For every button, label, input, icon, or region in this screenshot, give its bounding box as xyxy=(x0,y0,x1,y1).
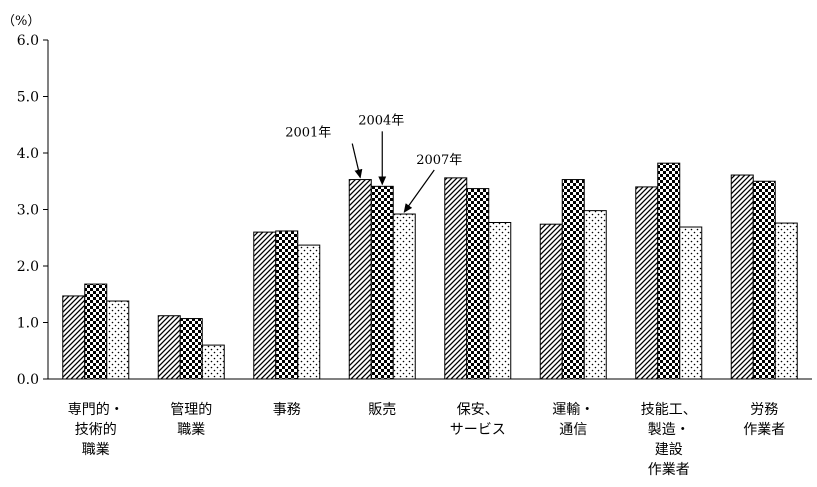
bars-group xyxy=(62,162,798,380)
bar xyxy=(275,230,299,380)
bar xyxy=(62,295,86,380)
category-label-line: 製造・ xyxy=(648,422,690,438)
bar xyxy=(657,162,681,380)
category-label-line: 管理的 xyxy=(170,402,212,418)
category-label-line: 作業者 xyxy=(648,462,690,478)
bar xyxy=(253,231,277,380)
category-label: 技能工、製造・建設作業者 xyxy=(641,402,697,478)
category-label: 専門的・技術的職業 xyxy=(68,402,124,458)
bar xyxy=(561,179,585,380)
bar xyxy=(392,213,416,380)
y-tick-label: 6.0 xyxy=(17,33,39,49)
category-label-line: 労務 xyxy=(750,402,778,418)
bar xyxy=(466,188,490,380)
y-tick-label: 1.0 xyxy=(17,316,39,332)
category-label: 管理的職業 xyxy=(170,402,212,438)
bar xyxy=(201,344,225,380)
category-label-line: 運輸・ xyxy=(552,402,594,418)
annotation-label: 2001年 xyxy=(285,126,331,141)
annotation-label: 2007年 xyxy=(416,153,462,168)
category-label-line: 販売 xyxy=(368,402,396,418)
bar xyxy=(444,177,468,380)
category-label-line: 作業者 xyxy=(743,422,785,438)
category-label-line: 職業 xyxy=(177,422,205,438)
category-label-line: 通信 xyxy=(559,422,587,438)
y-tick-label: 4.0 xyxy=(17,146,39,162)
category-label-line: 技術的 xyxy=(75,422,117,438)
annotation-label: 2004年 xyxy=(358,113,404,128)
category-label-line: 専門的・ xyxy=(68,402,124,418)
y-tick-label: 5.0 xyxy=(17,90,39,106)
category-label: 運輸・通信 xyxy=(552,402,594,438)
y-tick-label: 0.0 xyxy=(17,372,39,388)
y-tick-label: 2.0 xyxy=(17,259,39,275)
bar xyxy=(179,318,203,380)
annotations-group: 2001年 2004年 2007年 xyxy=(285,113,462,213)
bar xyxy=(157,315,181,380)
bar xyxy=(370,185,394,380)
annotation-arrow xyxy=(351,143,363,179)
bar xyxy=(679,226,703,380)
bar xyxy=(635,186,659,380)
category-label-line: 職業 xyxy=(82,442,110,458)
category-label-line: 建設 xyxy=(655,442,683,458)
bar xyxy=(488,221,512,380)
bar xyxy=(774,222,798,380)
bar xyxy=(752,180,776,380)
annotation-arrow xyxy=(403,169,435,213)
category-label: 保安、サービス xyxy=(450,402,506,438)
category-label-line: 技能工、 xyxy=(641,402,697,418)
y-tick-label: 3.0 xyxy=(17,203,39,219)
category-label: 事務 xyxy=(273,402,301,418)
bar xyxy=(297,244,321,380)
category-label-line: サービス xyxy=(450,422,506,438)
y-axis: 0.0 1.0 2.0 3.0 4.0 5.0 6.0 xyxy=(17,33,49,388)
bar xyxy=(84,283,108,380)
bar xyxy=(730,174,754,380)
bar xyxy=(348,179,372,380)
category-label-line: 保安、 xyxy=(457,402,499,418)
bar xyxy=(106,300,130,380)
category-label: 販売 xyxy=(368,402,396,418)
unit-label: （%） xyxy=(2,14,40,29)
bar xyxy=(583,210,607,380)
category-label: 労務作業者 xyxy=(743,402,785,438)
category-label-line: 事務 xyxy=(273,402,301,418)
bar xyxy=(539,223,563,380)
